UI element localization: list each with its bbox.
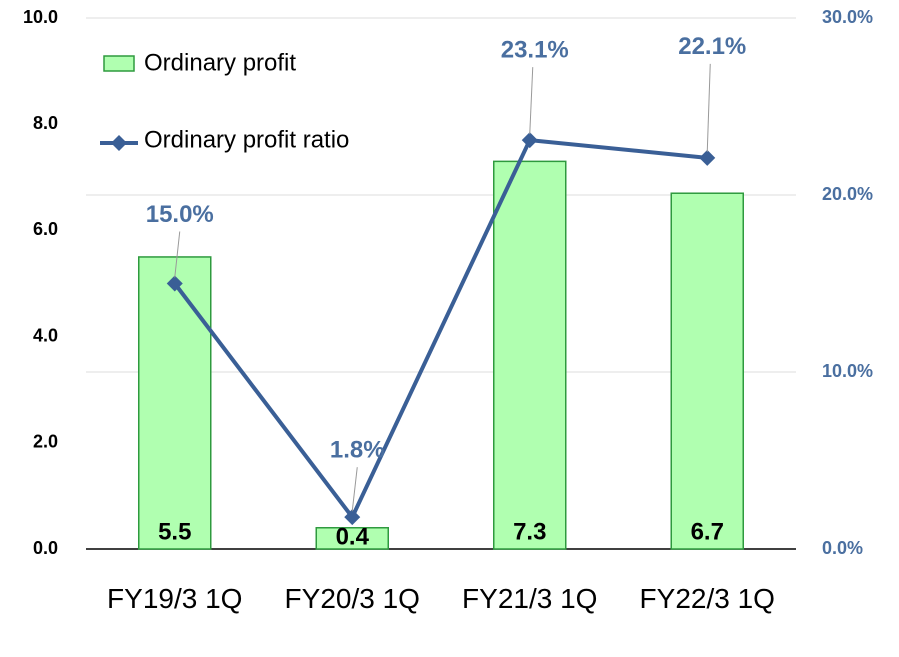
y2-tick-label: 10.0% [822,361,873,381]
bar-label: 7.3 [513,518,546,545]
legend-swatch [111,135,127,151]
y-tick-label: 2.0 [33,432,58,452]
x-tick-label: FY22/3 1Q [639,583,775,614]
bar [315,527,389,550]
line [173,137,708,521]
bar-label: 0.4 [336,524,370,551]
y-tick-label: 6.0 [33,219,58,239]
line-marker [521,132,538,149]
leader-line [529,67,534,135]
line-label: 15.0% [146,201,214,228]
bar [493,160,567,550]
line-label: 1.8% [330,436,385,463]
x-tick-label: FY20/3 1Q [284,583,420,614]
leader-line [706,63,711,152]
leader-line [351,467,358,512]
bar-label: 5.5 [158,518,191,545]
legend-label: Ordinary profit ratio [144,126,349,153]
y2-tick-label: 0.0% [822,538,863,558]
y-tick-label: 8.0 [33,113,58,133]
y-tick-label: 0.0 [33,538,58,558]
legend-swatch [103,55,135,72]
x-tick-label: FY21/3 1Q [462,583,598,614]
leader-line [174,231,181,278]
y-tick-label: 10.0 [23,7,58,27]
bar [670,192,744,550]
line-label: 23.1% [501,36,569,63]
legend-label: Ordinary profit [144,49,296,76]
line-marker [344,509,361,526]
x-tick-label: FY19/3 1Q [107,583,243,614]
y-tick-label: 4.0 [33,325,58,345]
line-label: 22.1% [678,33,746,60]
y2-tick-label: 30.0% [822,7,873,27]
bar [138,256,212,550]
line-marker [699,149,716,166]
bar-label: 6.7 [691,518,724,545]
y2-tick-label: 20.0% [822,184,873,204]
line-marker [166,275,183,292]
